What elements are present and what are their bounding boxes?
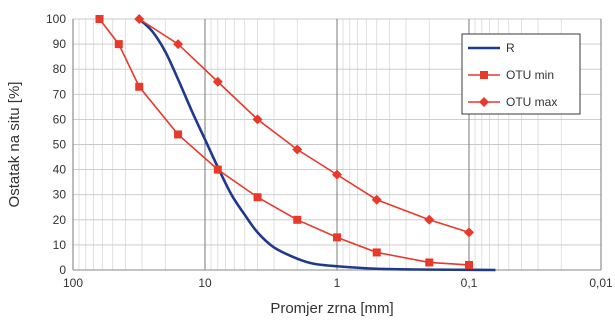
series-otu-min-line [98,18,470,266]
x-axis-title: Promjer zrna [mm] [270,300,393,317]
y-tick-label: 40 [53,163,67,177]
series-otu-max-point [292,144,303,155]
y-tick-label: 30 [53,188,67,202]
series-otu-max-point [134,14,145,24]
legend-r-label: R [506,41,515,55]
legend-otu-min-marker [480,71,488,79]
x-tick-label: 0,01 [589,276,613,290]
x-tick-label: 1 [334,276,341,290]
series-otu-min-point [253,193,262,202]
series-layer [95,14,496,272]
y-tick-label: 70 [53,87,67,101]
series-otu-max-point [173,39,184,50]
y-tick-label: 100 [46,12,66,26]
x-tick-label: 0,1 [461,276,478,290]
series-otu-min-point [293,215,302,224]
legend-otu-min-label: OTU min [506,68,554,82]
series-otu-min-point [135,82,144,91]
series-otu-max-point [252,114,263,125]
tick-labels: 0 10 20 30 40 50 60 70 80 90 100 100 10 1 0,1 0,01 [46,12,613,290]
legend-otu-max-marker [479,97,489,107]
y-axis-title: Ostatak na situ [%] [6,82,23,208]
x-tick-label: 10 [198,276,212,290]
series-otu-min-point [425,258,434,267]
series-otu-min-point [114,40,123,49]
y-tick-label: 80 [53,62,67,76]
series-otu-min-point [95,15,104,23]
y-tick-label: 10 [53,238,67,252]
y-tick-label: 20 [53,213,67,227]
x-tick-label: 100 [63,276,83,290]
y-tick-label: 60 [53,112,67,126]
y-tick-label: 0 [59,263,66,277]
series-otu-max-line [138,18,470,234]
legend: R OTU min OTU max [461,33,581,115]
y-tick-label: 50 [53,138,67,152]
y-tick-label: 90 [53,37,67,51]
series-otu-min-point [333,233,341,242]
series-otu-min-point [372,248,381,257]
series-otu-max-point [464,227,474,238]
series-r-line [138,18,496,272]
series-otu-min-point [213,165,222,174]
series-otu-max-point [212,76,223,87]
series-otu-max-point [424,214,435,225]
series-otu-min-point [465,260,473,269]
series-otu-max-point [371,194,382,205]
series-otu-max-point [332,169,342,180]
legend-otu-max-label: OTU max [506,95,557,109]
series-otu-min-point [174,130,183,139]
